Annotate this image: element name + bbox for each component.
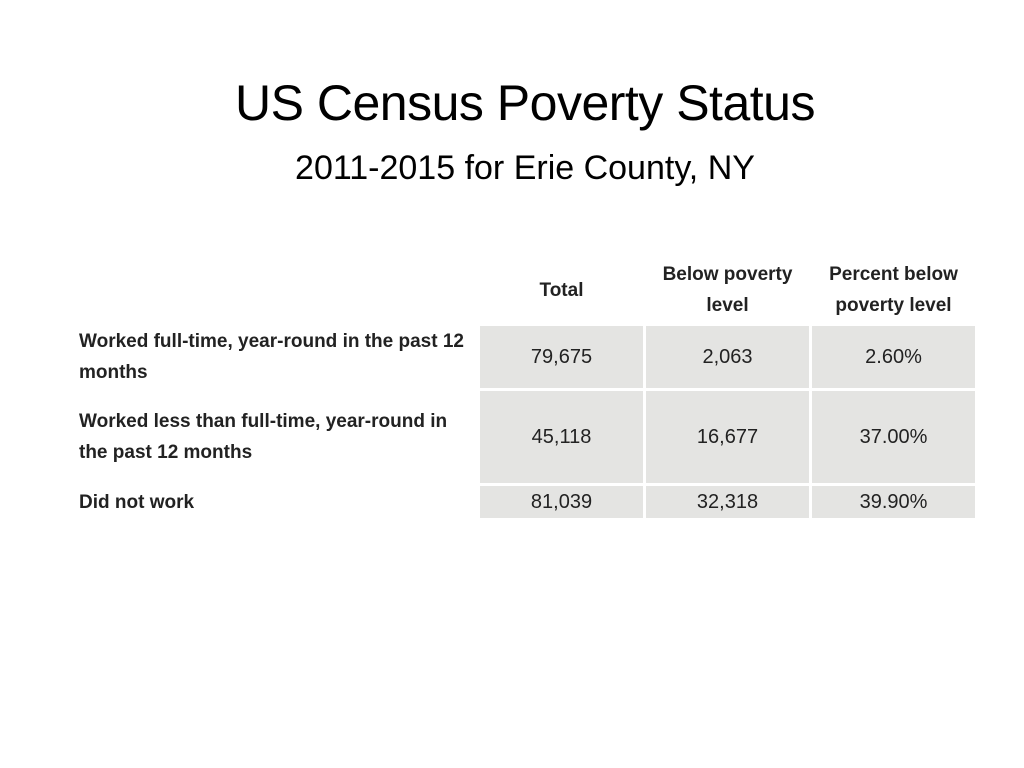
slide-subtitle: 2011-2015 for Erie County, NY: [295, 149, 755, 187]
table-row: Worked less than full-time, year-round i…: [79, 391, 975, 483]
cell-total: 79,675: [480, 326, 643, 388]
cell-below-poverty: 2,063: [646, 326, 809, 388]
header-empty-cell: [79, 257, 477, 323]
slide-title: US Census Poverty Status: [235, 75, 815, 131]
cell-below-poverty: 16,677: [646, 391, 809, 483]
cell-total: 81,039: [480, 486, 643, 518]
poverty-status-table: Total Below poverty level Percent below …: [76, 254, 978, 521]
row-label: Did not work: [79, 491, 195, 513]
cell-percent-below-poverty: 39.90%: [812, 486, 975, 518]
cell-percent-below-poverty: 37.00%: [812, 391, 975, 483]
row-label: Worked full-time, year-round in the past…: [79, 331, 464, 383]
table-row: Did not work 81,039 32,318 39.90%: [79, 486, 975, 518]
header-percent-below-poverty: Percent below poverty level: [829, 264, 958, 316]
header-total: Total: [539, 279, 584, 301]
row-label: Worked less than full-time, year-round i…: [79, 411, 448, 463]
cell-percent-below-poverty: 2.60%: [812, 326, 975, 388]
cell-total: 45,118: [480, 391, 643, 483]
table-header-row: Total Below poverty level Percent below …: [79, 257, 975, 323]
cell-below-poverty: 32,318: [646, 486, 809, 518]
table-row: Worked full-time, year-round in the past…: [79, 326, 975, 388]
header-below-poverty: Below poverty level: [662, 264, 793, 316]
